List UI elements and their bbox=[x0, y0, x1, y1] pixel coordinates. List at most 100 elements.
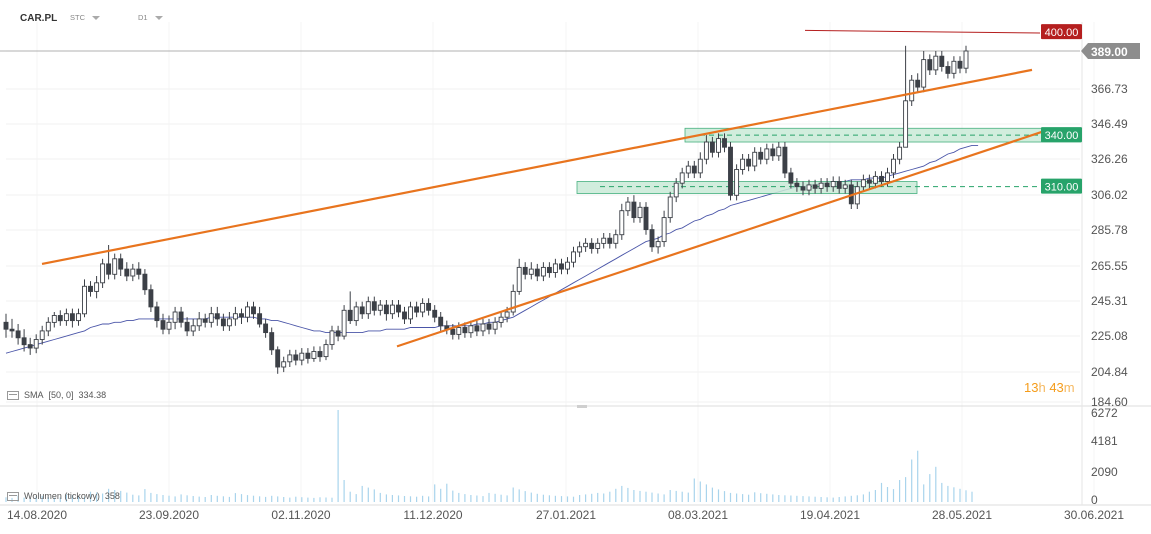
candle[interactable] bbox=[63, 313, 69, 322]
candle[interactable] bbox=[450, 328, 456, 335]
candle[interactable] bbox=[528, 268, 534, 275]
candle[interactable] bbox=[359, 306, 365, 315]
candle[interactable] bbox=[257, 313, 263, 325]
candle[interactable] bbox=[474, 325, 480, 332]
candle[interactable] bbox=[607, 237, 613, 244]
candle[interactable] bbox=[51, 315, 57, 323]
candle[interactable] bbox=[860, 179, 866, 188]
candle[interactable] bbox=[377, 304, 383, 311]
candle[interactable] bbox=[872, 175, 878, 184]
candle[interactable] bbox=[619, 210, 625, 236]
candle[interactable] bbox=[208, 313, 214, 323]
candle[interactable] bbox=[311, 351, 317, 359]
candle[interactable] bbox=[552, 263, 558, 273]
candle[interactable] bbox=[812, 184, 818, 189]
candle[interactable] bbox=[716, 138, 721, 153]
candle[interactable] bbox=[118, 258, 124, 270]
candle[interactable] bbox=[335, 330, 341, 337]
trendline-lower[interactable] bbox=[396, 129, 1046, 348]
candle[interactable] bbox=[595, 242, 601, 249]
candle[interactable] bbox=[480, 323, 486, 332]
candle[interactable] bbox=[510, 290, 516, 313]
candle[interactable] bbox=[903, 100, 909, 148]
candle[interactable] bbox=[909, 79, 915, 102]
candle[interactable] bbox=[764, 148, 770, 160]
candle[interactable] bbox=[703, 141, 709, 160]
candle[interactable] bbox=[933, 55, 939, 71]
level-tag-400.00[interactable] bbox=[1041, 24, 1082, 40]
candle[interactable] bbox=[305, 352, 311, 359]
candle[interactable] bbox=[613, 234, 619, 244]
sma-indicator-label[interactable]: SMA [50, 0] 334.38 bbox=[7, 390, 106, 400]
candle[interactable] bbox=[45, 321, 51, 332]
candle[interactable] bbox=[396, 304, 401, 313]
candle[interactable] bbox=[402, 311, 407, 320]
candle[interactable] bbox=[160, 320, 166, 330]
candle[interactable] bbox=[190, 325, 196, 332]
candle[interactable] bbox=[577, 246, 583, 253]
candle[interactable] bbox=[631, 201, 637, 219]
candle[interactable] bbox=[782, 146, 788, 174]
candle[interactable] bbox=[963, 50, 969, 69]
volume-indicator-label[interactable]: Wolumen (tickowy) 358 bbox=[7, 491, 120, 501]
candle[interactable] bbox=[746, 158, 752, 167]
candle[interactable] bbox=[9, 328, 15, 332]
candle[interactable] bbox=[758, 151, 764, 160]
trendline-upper[interactable] bbox=[41, 68, 1033, 266]
candle[interactable] bbox=[740, 158, 746, 170]
candle[interactable] bbox=[178, 311, 184, 323]
candle[interactable] bbox=[504, 311, 510, 318]
resistance-line-400[interactable] bbox=[804, 29, 1041, 34]
candle[interactable] bbox=[661, 217, 667, 243]
candle[interactable] bbox=[172, 311, 178, 323]
candle[interactable] bbox=[389, 304, 395, 315]
candle[interactable] bbox=[106, 263, 112, 275]
candle[interactable] bbox=[866, 179, 872, 184]
candle[interactable] bbox=[317, 351, 323, 358]
candle[interactable] bbox=[685, 165, 691, 174]
candle[interactable] bbox=[263, 323, 269, 334]
candle[interactable] bbox=[800, 186, 806, 191]
candle[interactable] bbox=[589, 242, 595, 249]
indicator-settings-icon[interactable] bbox=[7, 390, 19, 400]
candle[interactable] bbox=[897, 146, 903, 160]
candle[interactable] bbox=[854, 186, 860, 205]
candle[interactable] bbox=[438, 316, 444, 327]
candle[interactable] bbox=[154, 306, 160, 322]
candle[interactable] bbox=[468, 325, 474, 334]
candle[interactable] bbox=[214, 313, 220, 320]
candle[interactable] bbox=[824, 182, 830, 188]
candle[interactable] bbox=[27, 344, 33, 349]
candle[interactable] bbox=[323, 344, 329, 358]
candle[interactable] bbox=[836, 181, 842, 189]
candle[interactable] bbox=[625, 201, 631, 212]
candle[interactable] bbox=[426, 302, 432, 311]
candle[interactable] bbox=[583, 242, 589, 248]
candle[interactable] bbox=[269, 332, 275, 351]
candle[interactable] bbox=[794, 182, 800, 188]
candle[interactable] bbox=[667, 196, 673, 219]
candle[interactable] bbox=[299, 352, 305, 361]
candle[interactable] bbox=[879, 175, 884, 183]
candle[interactable] bbox=[770, 148, 776, 157]
candle[interactable] bbox=[649, 229, 655, 248]
candle[interactable] bbox=[752, 151, 758, 167]
candle[interactable] bbox=[251, 306, 256, 315]
candle[interactable] bbox=[601, 237, 607, 244]
candle[interactable] bbox=[275, 349, 281, 368]
candle[interactable] bbox=[353, 306, 359, 322]
candle[interactable] bbox=[39, 330, 45, 340]
candle[interactable] bbox=[498, 316, 504, 323]
candle[interactable] bbox=[220, 318, 226, 327]
candle[interactable] bbox=[232, 313, 238, 320]
candle[interactable] bbox=[571, 251, 576, 263]
candle[interactable] bbox=[456, 327, 462, 335]
candle[interactable] bbox=[69, 313, 75, 322]
candle[interactable] bbox=[486, 323, 492, 330]
candle[interactable] bbox=[679, 172, 685, 184]
candle[interactable] bbox=[540, 266, 546, 277]
candle[interactable] bbox=[3, 321, 9, 330]
candle[interactable] bbox=[94, 282, 100, 292]
candle[interactable] bbox=[462, 327, 468, 334]
candle[interactable] bbox=[420, 302, 426, 313]
